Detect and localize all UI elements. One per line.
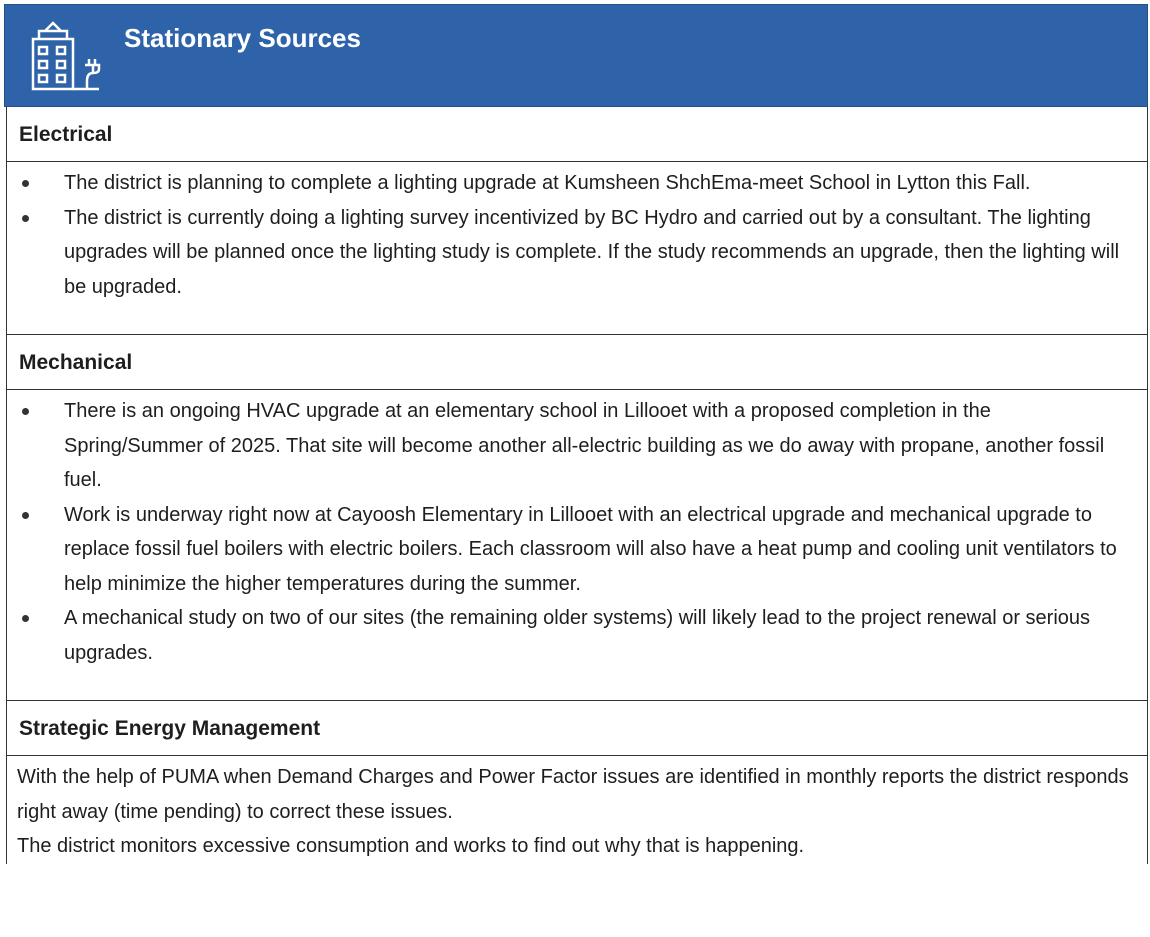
section-body: The district is planning to complete a l… (7, 162, 1147, 335)
section-body: There is an ongoing HVAC upgrade at an e… (7, 390, 1147, 701)
bullet-item: The district is currently doing a lighti… (22, 201, 1135, 305)
bullet-list: The district is planning to complete a l… (7, 166, 1135, 304)
bullet-item: Work is underway right now at Cayoosh El… (22, 498, 1135, 602)
banner-title: Stationary Sources (124, 23, 361, 53)
section-body: With the help of PUMA when Demand Charge… (7, 756, 1147, 864)
bullet-item: There is an ongoing HVAC upgrade at an e… (22, 394, 1135, 498)
paragraph: The district monitors excessive consumpt… (17, 835, 805, 857)
section-heading: Strategic Energy Management (7, 701, 1147, 756)
building-icon (31, 21, 101, 91)
paragraph: With the help of PUMA when Demand Charge… (17, 766, 1129, 823)
bullet-item: The district is planning to complete a l… (22, 166, 1135, 201)
bullet-list: There is an ongoing HVAC upgrade at an e… (7, 394, 1135, 670)
banner: Stationary Sources (4, 4, 1148, 107)
sections: Electrical The district is planning to co… (6, 107, 1148, 864)
bullet-item: A mechanical study on two of our sites (… (22, 601, 1135, 670)
section-heading: Electrical (7, 107, 1147, 162)
section-heading: Mechanical (7, 335, 1147, 390)
